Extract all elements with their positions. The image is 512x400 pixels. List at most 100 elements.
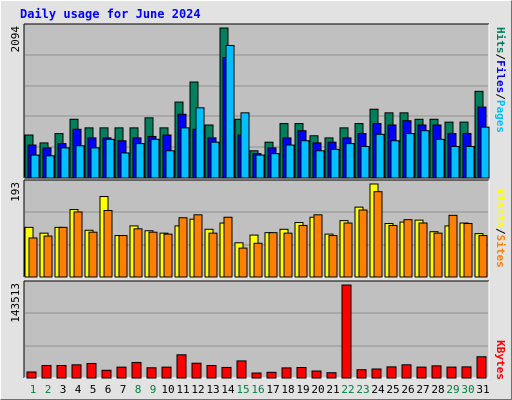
x-axis-label-day-21: 21	[326, 383, 339, 396]
bar-sites-day-16	[253, 242, 263, 278]
bar-sites-day-13	[208, 232, 218, 278]
bar-kbytes-day-31	[476, 356, 487, 379]
bar-kbytes-day-27	[416, 366, 427, 379]
bar-pages-day-12	[195, 107, 205, 179]
x-axis-label-day-19: 19	[296, 383, 309, 396]
bar-pages-day-23	[360, 145, 370, 179]
bar-pages-day-4	[75, 145, 85, 179]
bar-pages-day-11	[180, 127, 190, 179]
x-axis-label-day-29: 29	[446, 383, 459, 396]
bar-pages-day-9	[150, 138, 160, 179]
bar-sites-day-20	[313, 214, 323, 278]
bar-kbytes-day-7	[116, 366, 127, 379]
x-axis-label-day-13: 13	[206, 383, 219, 396]
bar-pages-day-30	[465, 145, 475, 179]
bar-sites-day-14	[223, 216, 233, 278]
x-axis-label-day-28: 28	[431, 383, 444, 396]
bar-sites-day-8	[133, 228, 143, 278]
chart-title: Daily usage for June 2024	[20, 7, 201, 21]
bar-sites-day-29	[448, 214, 458, 278]
x-axis-label-day-8: 8	[135, 383, 142, 396]
legend-entry-separator: /	[494, 228, 507, 235]
x-axis-label-day-1: 1	[30, 383, 37, 396]
bar-kbytes-day-10	[161, 366, 172, 379]
bar-pages-day-25	[390, 140, 400, 179]
bar-sites-day-19	[298, 224, 308, 278]
legend-entry-visits: Visits	[494, 188, 507, 228]
x-axis-label-day-11: 11	[176, 383, 189, 396]
bar-kbytes-day-19	[296, 367, 307, 379]
bar-sites-day-4	[73, 211, 83, 278]
legend-entry-kbytes: KBytes	[494, 340, 507, 380]
bar-pages-day-10	[165, 150, 175, 179]
bar-pages-day-16	[255, 154, 265, 179]
x-axis-label-day-14: 14	[221, 383, 235, 396]
bar-sites-day-9	[148, 231, 158, 278]
bar-sites-day-7	[118, 235, 128, 278]
bar-kbytes-day-25	[386, 366, 397, 379]
bar-kbytes-day-24	[371, 368, 382, 379]
bar-pages-day-1	[30, 154, 40, 179]
legend-entry-separator: /	[494, 54, 507, 61]
bar-sites-day-1	[28, 237, 38, 278]
x-axis-label-day-4: 4	[75, 383, 82, 396]
bar-kbytes-day-5	[86, 362, 97, 379]
bar-pages-day-14	[225, 44, 235, 179]
x-axis-label-day-20: 20	[311, 383, 324, 396]
bar-sites-day-26	[403, 219, 413, 278]
legend-entry-hits: Hits	[494, 27, 507, 54]
bar-kbytes-day-4	[71, 364, 82, 379]
bar-pages-day-27	[420, 130, 430, 179]
bar-sites-day-17	[268, 232, 278, 278]
bar-kbytes-day-21	[326, 372, 337, 379]
x-axis-label-day-17: 17	[266, 383, 279, 396]
bar-kbytes-day-11	[176, 354, 187, 379]
bar-pages-day-6	[105, 138, 115, 179]
x-axis-label-day-31: 31	[476, 383, 489, 396]
bar-sites-day-15	[238, 247, 248, 278]
x-axis-label-day-2: 2	[45, 383, 52, 396]
bar-kbytes-day-3	[56, 364, 67, 379]
bar-sites-day-24	[373, 191, 383, 278]
bar-sites-day-10	[163, 233, 173, 278]
bar-sites-day-2	[43, 235, 53, 278]
bar-kbytes-day-15	[236, 360, 247, 379]
bar-sites-day-22	[343, 222, 353, 278]
x-axis-label-day-27: 27	[416, 383, 429, 396]
bar-pages-day-7	[120, 152, 130, 179]
bar-pages-day-2	[45, 155, 55, 179]
bar-kbytes-day-12	[191, 362, 202, 379]
bar-kbytes-day-18	[281, 367, 292, 379]
y-axis-max-label-hits-files-pages: 2094	[9, 26, 22, 53]
bar-kbytes-day-16	[251, 372, 262, 379]
x-axis-label-day-23: 23	[356, 383, 369, 396]
bar-kbytes-day-14	[221, 366, 232, 379]
bar-sites-day-25	[388, 224, 398, 278]
bar-pages-day-13	[210, 141, 220, 179]
x-axis-label-day-18: 18	[281, 383, 294, 396]
bar-kbytes-day-26	[401, 364, 412, 379]
bar-sites-day-23	[358, 209, 368, 278]
x-axis-label-day-15: 15	[236, 383, 249, 396]
legend-hits-files-pages: Hits/Files/Pages	[494, 27, 507, 133]
bar-pages-day-19	[300, 140, 310, 179]
bar-kbytes-day-8	[131, 361, 142, 379]
x-axis-label-day-26: 26	[401, 383, 414, 396]
bar-kbytes-day-1	[26, 371, 37, 379]
x-axis-label-day-12: 12	[191, 383, 204, 396]
x-axis-label-day-6: 6	[105, 383, 112, 396]
x-axis-label-day-10: 10	[161, 383, 174, 396]
bar-pages-day-20	[315, 150, 325, 179]
x-axis-label-day-22: 22	[341, 383, 354, 396]
bar-pages-day-3	[60, 147, 70, 179]
bar-pages-day-5	[90, 147, 100, 179]
bar-kbytes-day-29	[446, 366, 457, 379]
legend-kbytes: KBytes	[494, 340, 507, 380]
y-axis-max-label-kbytes: 143513	[9, 283, 22, 323]
bar-sites-day-28	[433, 232, 443, 278]
bar-sites-day-3	[58, 226, 68, 278]
bar-kbytes-day-6	[101, 369, 112, 379]
x-axis-label-day-3: 3	[60, 383, 67, 396]
x-axis-label-day-7: 7	[120, 383, 127, 396]
